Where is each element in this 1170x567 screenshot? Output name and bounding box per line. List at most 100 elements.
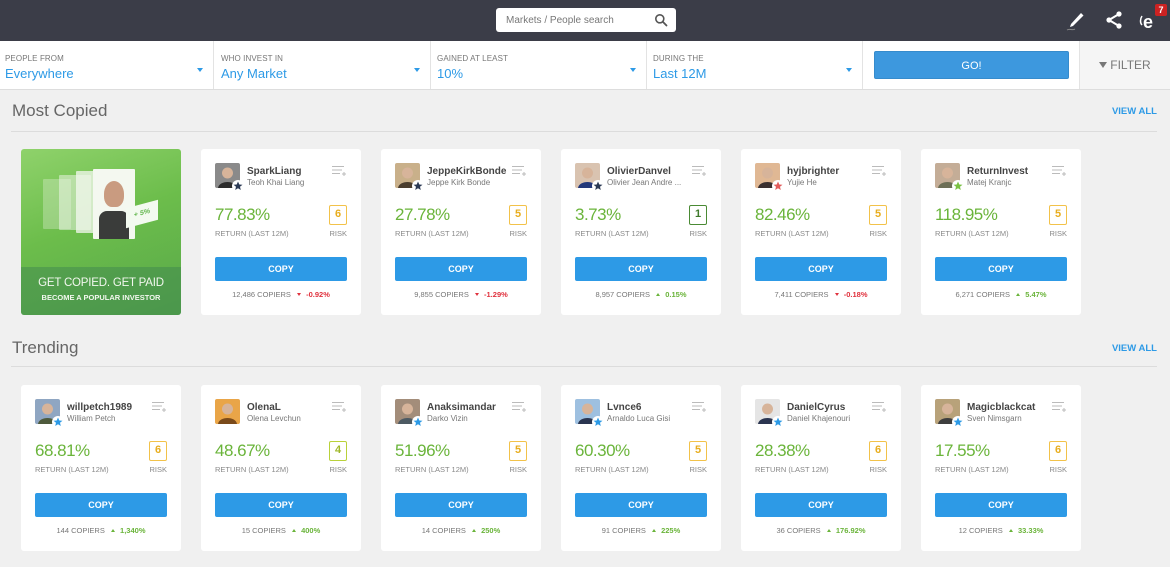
- star-icon: [952, 416, 964, 428]
- search-box[interactable]: [496, 8, 676, 32]
- copiers-stats: 9,855 COPIERS -1.29%: [381, 290, 541, 299]
- investor-username[interactable]: willpetch1989: [67, 402, 133, 413]
- trend-arrow-icon: [292, 529, 296, 532]
- section-title-most-copied: Most Copied: [12, 101, 108, 120]
- copiers-count: 12,486 COPIERS: [232, 290, 291, 299]
- add-to-watchlist-icon[interactable]: [511, 165, 527, 177]
- copy-button[interactable]: COPY: [35, 493, 167, 517]
- investor-username[interactable]: JeppeKirkBonde: [427, 166, 507, 177]
- avatar[interactable]: [35, 399, 60, 424]
- investor-fullname: William Petch: [67, 414, 116, 423]
- risk-score-badge: 6: [869, 441, 887, 461]
- investor-card[interactable]: DanielCyrus Daniel Khajenouri 28.38% RET…: [741, 385, 901, 551]
- add-to-watchlist-icon[interactable]: [691, 165, 707, 177]
- copy-button[interactable]: COPY: [755, 493, 887, 517]
- search-input[interactable]: [496, 8, 646, 32]
- investor-photo-card: [93, 169, 135, 239]
- investor-username[interactable]: Magicblackcat: [967, 402, 1036, 413]
- copy-button[interactable]: COPY: [575, 257, 707, 281]
- return-label: RETURN (LAST 12M): [935, 229, 1009, 238]
- star-icon: [232, 180, 244, 192]
- copiers-count: 36 COPIERS: [776, 526, 821, 535]
- go-button[interactable]: GO!: [874, 51, 1069, 79]
- investor-username[interactable]: Anaksimandar: [427, 402, 496, 413]
- risk-score-badge: 5: [509, 441, 527, 461]
- return-value: 17.55%: [935, 441, 990, 460]
- star-icon: [52, 416, 64, 428]
- avatar[interactable]: [395, 399, 420, 424]
- avatar[interactable]: [935, 399, 960, 424]
- add-to-watchlist-icon[interactable]: [871, 165, 887, 177]
- people-from-dropdown[interactable]: PEOPLE FROM Everywhere: [0, 41, 214, 89]
- risk-score-badge: 5: [1049, 205, 1067, 225]
- star-icon: [412, 416, 424, 428]
- investor-card[interactable]: OlenaL Olena Levchun 48.67% RETURN (LAST…: [201, 385, 361, 551]
- chevron-down-icon: [197, 68, 203, 72]
- add-to-watchlist-icon[interactable]: [871, 401, 887, 413]
- view-all-most-copied-link[interactable]: VIEW ALL: [1111, 106, 1157, 117]
- search-icon[interactable]: [654, 13, 668, 27]
- add-to-watchlist-icon[interactable]: [1051, 165, 1067, 177]
- copy-button[interactable]: COPY: [395, 493, 527, 517]
- investor-card[interactable]: OlivierDanvel Olivier Jean Andre ... 3.7…: [561, 149, 721, 315]
- add-to-watchlist-icon[interactable]: [1051, 401, 1067, 413]
- copiers-stats: 8,957 COPIERS 0.15%: [561, 290, 721, 299]
- view-all-trending-link[interactable]: VIEW ALL: [1111, 343, 1157, 354]
- trend-arrow-icon: [826, 529, 831, 532]
- return-label: RETURN (LAST 12M): [575, 229, 649, 238]
- chevron-down-icon: [630, 68, 636, 72]
- during-the-dropdown[interactable]: DURING THE Last 12M: [647, 41, 863, 89]
- notifications-icon[interactable]: e: [1138, 8, 1162, 32]
- who-invest-in-dropdown[interactable]: WHO INVEST IN Any Market: [214, 41, 431, 89]
- avatar[interactable]: [215, 399, 240, 424]
- investor-username[interactable]: SparkLiang: [247, 166, 302, 177]
- investor-username[interactable]: OlenaL: [247, 402, 281, 413]
- add-to-watchlist-icon[interactable]: [691, 401, 707, 413]
- who-invest-in-label: WHO INVEST IN: [221, 54, 284, 63]
- copy-button[interactable]: COPY: [395, 257, 527, 281]
- risk-label: RISK: [869, 229, 887, 238]
- copy-button[interactable]: COPY: [215, 257, 347, 281]
- gained-at-least-dropdown[interactable]: GAINED AT LEAST 10%: [431, 41, 647, 89]
- return-value: 68.81%: [35, 441, 90, 460]
- add-to-watchlist-icon[interactable]: [331, 401, 347, 413]
- investor-username[interactable]: hyjbrighter: [787, 166, 840, 177]
- investor-card[interactable]: JeppeKirkBonde Jeppe Kirk Bonde 27.78% R…: [381, 149, 541, 315]
- share-icon[interactable]: [1102, 8, 1126, 32]
- copiers-count: 9,855 COPIERS: [414, 290, 469, 299]
- investor-card[interactable]: Anaksimandar Darko Vizin 51.96% RETURN (…: [381, 385, 541, 551]
- risk-score-badge: 5: [689, 441, 707, 461]
- investor-username[interactable]: ReturnInvest: [967, 166, 1029, 177]
- return-label: RETURN (LAST 12M): [575, 465, 649, 474]
- add-to-watchlist-icon[interactable]: [331, 165, 347, 177]
- notification-badge: 7: [1155, 4, 1167, 16]
- investor-card[interactable]: Magicblackcat Sven Nimsgarn 17.55% RETUR…: [921, 385, 1081, 551]
- add-to-watchlist-icon[interactable]: [511, 401, 527, 413]
- investor-card[interactable]: Lvnce6 Arnaldo Luca Gisi 60.30% RETURN (…: [561, 385, 721, 551]
- copiers-change: -1.29%: [484, 290, 508, 299]
- investor-card[interactable]: willpetch1989 William Petch 68.81% RETUR…: [21, 385, 181, 551]
- avatar[interactable]: [935, 163, 960, 188]
- investor-card[interactable]: SparkLiang Teoh Khai Liang 77.83% RETURN…: [201, 149, 361, 315]
- investor-card[interactable]: hyjbrighter Yujie He 82.46% RETURN (LAST…: [741, 149, 901, 315]
- investor-username[interactable]: DanielCyrus: [787, 402, 846, 413]
- risk-score-badge: 6: [149, 441, 167, 461]
- promo-subtitle: BECOME A POPULAR INVESTOR: [41, 293, 161, 302]
- add-to-watchlist-icon[interactable]: [151, 401, 167, 413]
- investor-username[interactable]: Lvnce6: [607, 402, 642, 413]
- filter-bar: PEOPLE FROM Everywhere WHO INVEST IN Any…: [0, 41, 1170, 90]
- investor-card[interactable]: ReturnInvest Matej Kranjc 118.95% RETURN…: [921, 149, 1081, 315]
- pencil-icon[interactable]: [1064, 8, 1088, 32]
- copy-button[interactable]: COPY: [935, 257, 1067, 281]
- copy-button[interactable]: COPY: [575, 493, 707, 517]
- copy-button[interactable]: COPY: [755, 257, 887, 281]
- copy-button[interactable]: COPY: [215, 493, 347, 517]
- investor-fullname: Sven Nimsgarn: [967, 414, 1022, 423]
- investor-username[interactable]: OlivierDanvel: [607, 166, 671, 177]
- popular-investor-promo-banner[interactable]: + 5% GET COPIED. GET PAID BECOME A POPUL…: [21, 149, 181, 315]
- filter-button[interactable]: FILTER: [1079, 41, 1170, 89]
- copiers-change: 0.15%: [665, 290, 687, 299]
- trend-arrow-icon: [297, 293, 301, 296]
- return-value: 82.46%: [755, 205, 810, 224]
- copy-button[interactable]: COPY: [935, 493, 1067, 517]
